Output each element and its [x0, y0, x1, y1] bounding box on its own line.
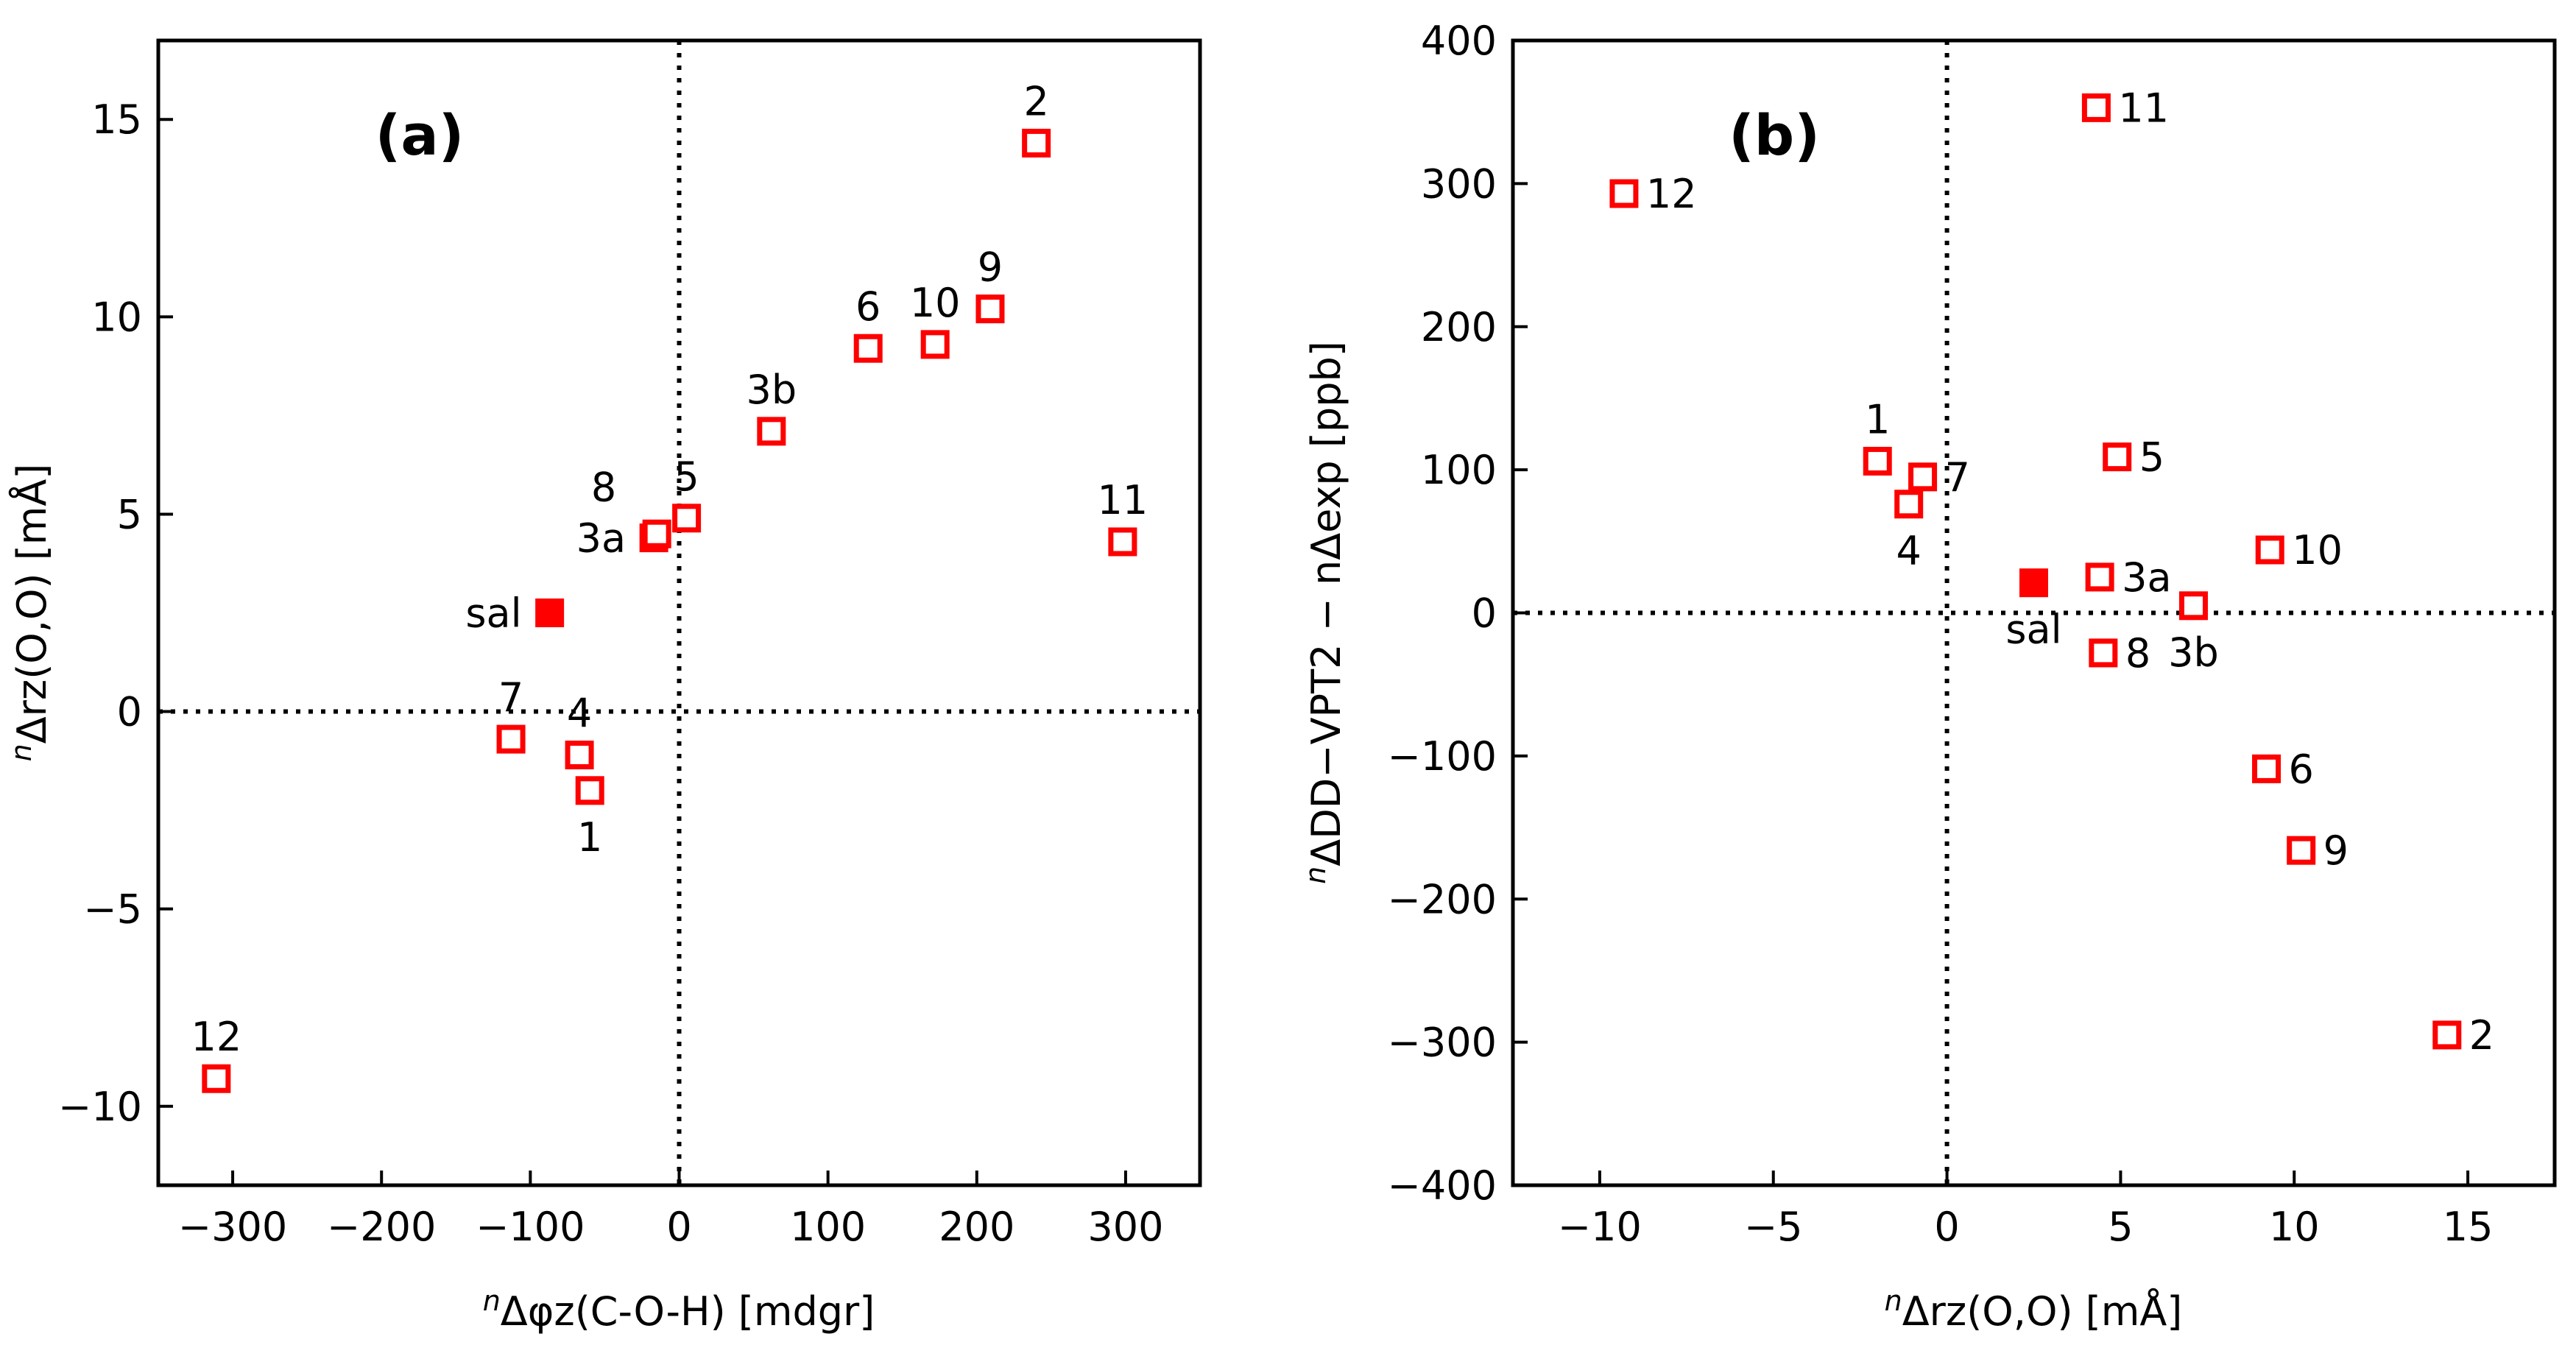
panel-a-y-tick-label: 5	[117, 491, 142, 537]
panel-a-point-label-6: 6	[855, 283, 881, 330]
panel-b-point-label-10: 10	[2292, 527, 2343, 573]
panel-b-point-6	[2252, 754, 2282, 783]
panel-a-x-tick-label: 200	[939, 1204, 1014, 1250]
panel-a-y-tick-label: −5	[83, 886, 142, 933]
panel-a-point-label-4: 4	[567, 691, 592, 737]
panel-b-point-label-6: 6	[2289, 746, 2314, 792]
panel-b-x-tick-label: 10	[2269, 1204, 2320, 1250]
panel-b-point-label-9: 9	[2323, 827, 2349, 874]
panel-b-point-label-3a: 3a	[2122, 554, 2171, 601]
panel-a-point-1	[575, 776, 604, 805]
panel-a-point-label-3a: 3a	[576, 515, 626, 562]
panel-a-point-label-1: 1	[577, 814, 602, 861]
panel-b-point-label-1: 1	[1865, 396, 1890, 442]
panel-a-x-tick-label: 300	[1087, 1204, 1163, 1250]
panel-b-point-10	[2255, 535, 2284, 565]
panel-a-x-tick-label: 100	[790, 1204, 866, 1250]
panel-a-y-tick-label: 15	[91, 96, 142, 143]
panel-b-y-axis-title: nΔDD−VPT2 − nΔexp [ppb]	[1299, 341, 1349, 884]
panel-a-point-label-2: 2	[1023, 78, 1048, 124]
panel-b-y-tick-label: 0	[1472, 590, 1497, 637]
panel-a-point-label-11: 11	[1098, 477, 1148, 523]
panel-a-point-10	[920, 330, 950, 359]
panel-a-point-label-8: 8	[591, 464, 616, 510]
panel-a-point-6	[853, 333, 883, 363]
panel-b-point-label-7: 7	[1945, 454, 1970, 501]
panel-a-x-axis-title: nΔφz(C-O-H) [mdgr]	[483, 1285, 875, 1335]
panel-a: (a) nΔφz(C-O-H) [mdgr] nΔrz(O,O) [mÅ] −3…	[5, 38, 1202, 1335]
panel-a-y-tick-label: 10	[91, 294, 142, 340]
panel-a-point-8	[642, 519, 671, 548]
panel-b-x-tick-label: −5	[1744, 1204, 1803, 1250]
panel-a-point-label-5: 5	[674, 453, 699, 500]
panel-b-point-label-12: 12	[1646, 171, 1697, 217]
panel-b-point-label-5: 5	[2139, 434, 2164, 481]
panel-b-y-tick-label: −100	[1388, 733, 1497, 780]
panel-b-x-tick-label: 15	[2443, 1204, 2494, 1250]
panel-b-point-9	[2287, 836, 2316, 865]
panel-b-point-3b	[2178, 591, 2208, 621]
panel-b-label: (b)	[1729, 102, 1820, 168]
panel-b-x-tick-label: −10	[1558, 1204, 1642, 1250]
panel-b-y-tick-label: 100	[1421, 447, 1497, 493]
panel-b-point-label-8: 8	[2125, 630, 2150, 677]
panel-b-x-tick-label: 5	[2108, 1204, 2133, 1250]
panel-b-point-label-sal: sal	[2005, 607, 2061, 653]
panel-a-point-label-3b: 3b	[747, 367, 797, 413]
panel-a-point-label-9: 9	[978, 244, 1003, 291]
panel-b-point-1	[1863, 446, 1892, 476]
panel-a-point-12	[202, 1064, 231, 1093]
panel-b-y-tick-label: −200	[1388, 876, 1497, 922]
panel-a-point-label-10: 10	[910, 280, 961, 326]
panel-b-x-tick-label: 0	[1934, 1204, 1959, 1250]
panel-b-y-tick-label: 400	[1421, 18, 1497, 64]
panel-a-point-label-sal: sal	[465, 590, 521, 637]
panel-a-y-tick-label: −10	[58, 1084, 142, 1130]
panel-b-point-2	[2432, 1020, 2462, 1050]
panel-a-point-label-12: 12	[191, 1014, 241, 1060]
panel-b-point-8	[2089, 638, 2118, 668]
panel-b-point-7	[1908, 462, 1938, 492]
panel-a-x-tick-label: −200	[327, 1204, 436, 1250]
panel-a-point-2	[1022, 128, 1051, 158]
panel-a-point-7	[496, 724, 526, 754]
panel-b-point-sal	[2019, 568, 2048, 598]
panel-a-y-axis-title: nΔrz(O,O) [mÅ]	[5, 464, 55, 762]
panel-b-y-tick-label: −300	[1388, 1020, 1497, 1066]
panel-b-point-12	[1609, 179, 1639, 208]
panel-a-point-3b	[757, 417, 786, 446]
panel-a-point-5	[672, 504, 702, 533]
panel-a-point-9	[975, 294, 1005, 324]
panel-b-point-3a	[2085, 562, 2114, 592]
panel-b-point-4	[1894, 490, 1924, 519]
panel-b: (b) nΔrz(O,O) [mÅ] nΔDD−VPT2 − nΔexp [pp…	[1299, 18, 2557, 1335]
panel-b-point-label-2: 2	[2469, 1012, 2494, 1059]
panel-a-point-label-7: 7	[498, 674, 523, 721]
panel-b-y-tick-label: 300	[1421, 160, 1497, 207]
panel-a-y-tick-label: 0	[117, 689, 142, 735]
panel-b-point-label-3b: 3b	[2168, 629, 2219, 676]
panel-a-label: (a)	[375, 102, 465, 168]
panel-b-point-5	[2103, 442, 2132, 472]
panel-b-point-label-11: 11	[2118, 85, 2169, 131]
panel-a-point-sal	[535, 599, 565, 627]
panel-a-point-4	[565, 741, 594, 770]
panel-b-y-tick-label: 200	[1421, 304, 1497, 350]
panel-b-x-axis-title: nΔrz(O,O) [mÅ]	[1885, 1285, 2183, 1335]
panel-a-x-tick-label: −100	[476, 1204, 585, 1250]
panel-a-x-tick-label: 0	[666, 1204, 691, 1250]
panel-a-x-tick-label: −300	[178, 1204, 287, 1250]
panel-a-point-11	[1108, 527, 1137, 557]
panel-b-y-tick-label: −400	[1388, 1162, 1497, 1209]
panel-b-point-11	[2081, 93, 2111, 122]
panel-b-point-label-4: 4	[1896, 528, 1922, 574]
